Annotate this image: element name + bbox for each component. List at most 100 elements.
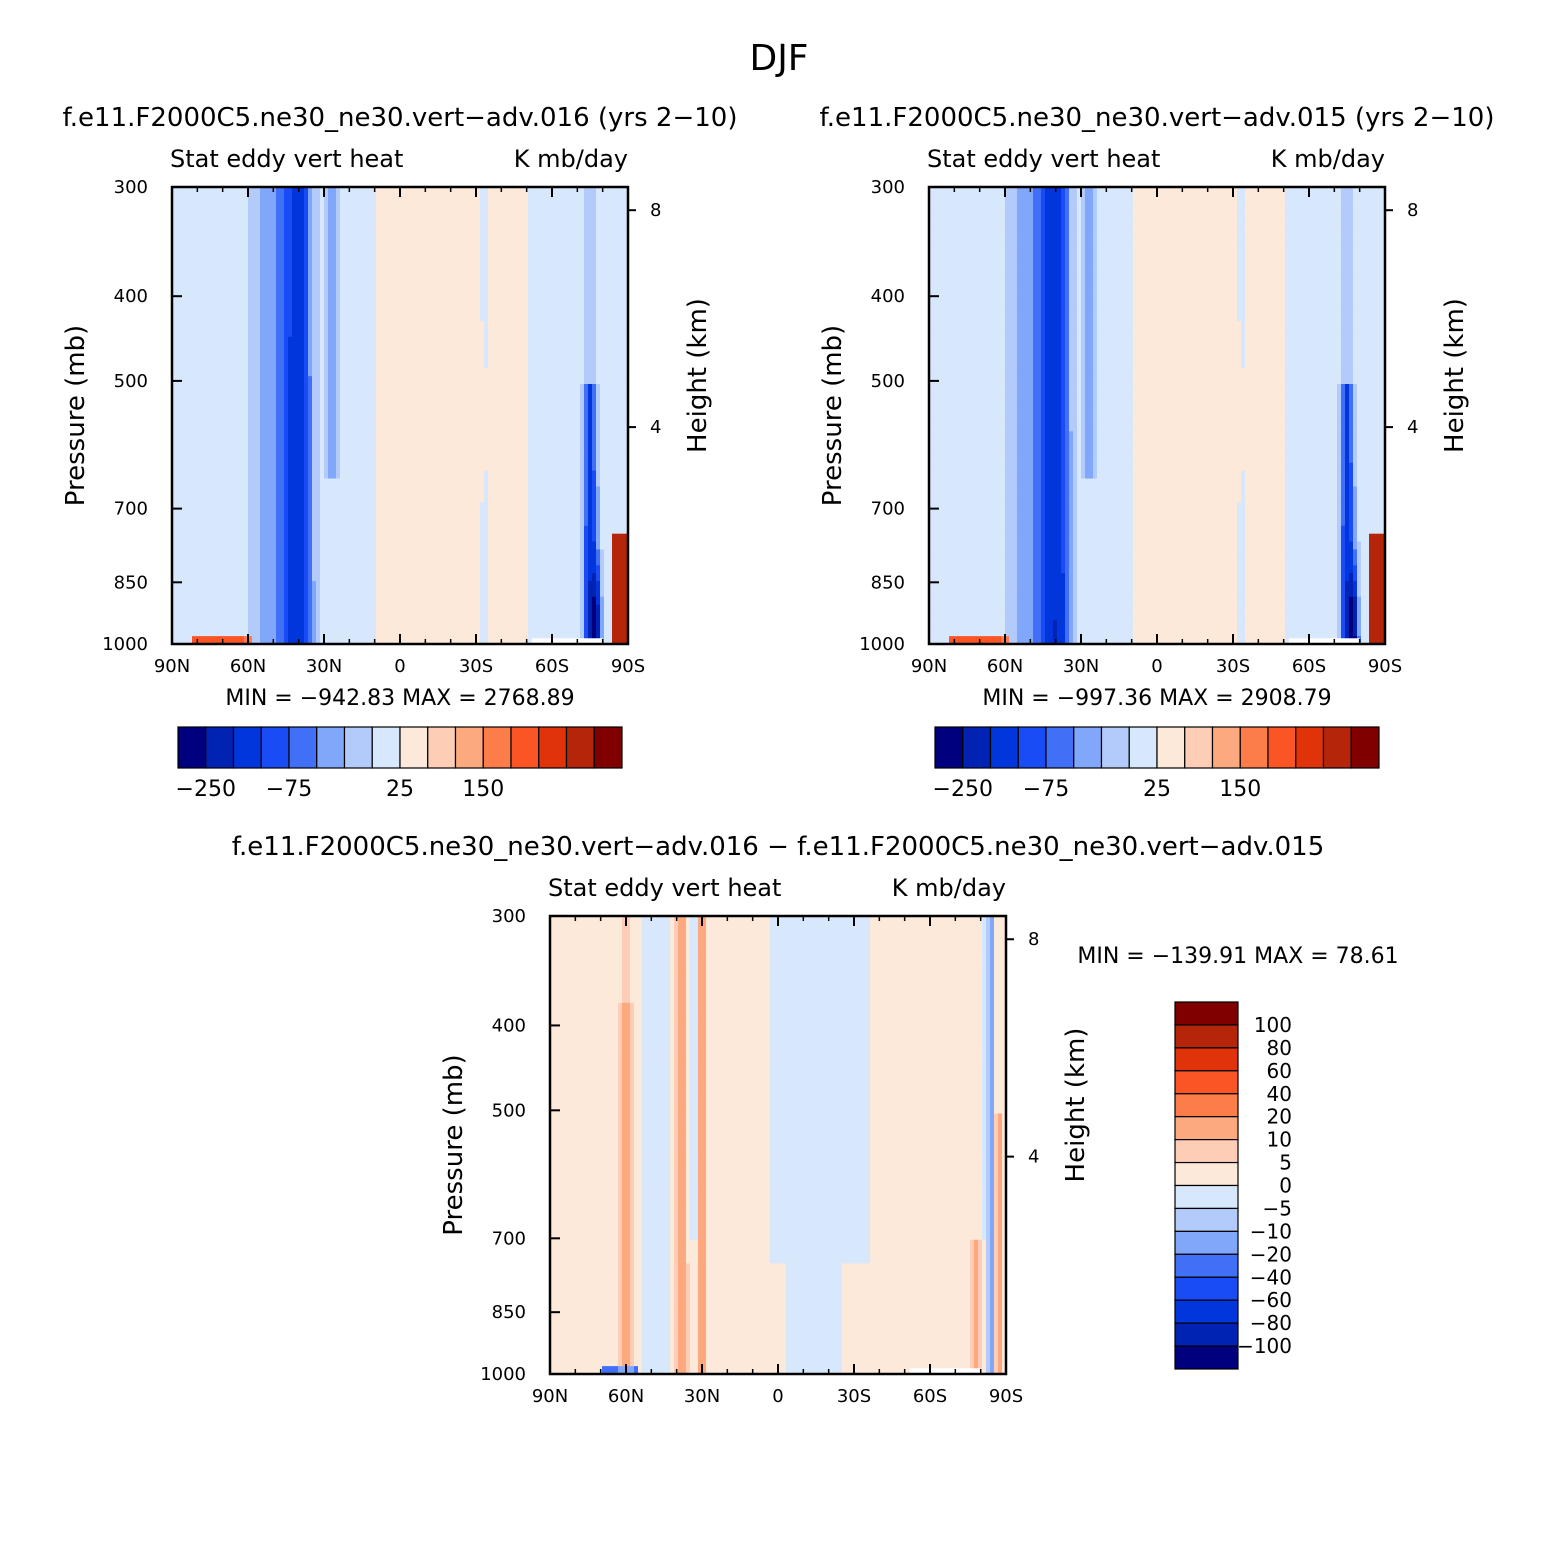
heatmap-cell [428, 573, 433, 581]
heatmap-cell [380, 195, 385, 203]
heatmap-cell [356, 486, 361, 494]
heatmap-cell [260, 321, 265, 329]
heatmap-cell [464, 479, 469, 487]
heatmap-cell [500, 502, 505, 510]
heatmap-cell [476, 455, 481, 463]
heatmap-cell [404, 565, 409, 573]
heatmap-cell [248, 400, 253, 408]
heatmap-cell [452, 479, 457, 487]
heatmap-cell [456, 352, 461, 360]
heatmap-cell [392, 384, 397, 392]
heatmap-cell [352, 234, 357, 242]
heatmap-cell [428, 305, 433, 313]
heatmap-cell [428, 628, 433, 636]
heatmap-cell [464, 360, 469, 368]
heatmap-cell [192, 620, 197, 628]
heatmap-cell [356, 549, 361, 557]
heatmap-cell [372, 447, 377, 455]
heatmap-cell [284, 612, 289, 620]
heatmap-cell [392, 581, 397, 589]
heatmap-cell [192, 250, 197, 258]
heatmap-cell [188, 542, 193, 550]
heatmap-cell [180, 250, 185, 258]
heatmap-cell [428, 494, 433, 502]
heatmap-cell [312, 471, 317, 479]
heatmap-cell [356, 518, 361, 526]
heatmap-cell [324, 589, 329, 597]
heatmap-cell [468, 297, 473, 305]
heatmap-cell [388, 463, 393, 471]
heatmap-cell [180, 368, 185, 376]
heatmap-cell [268, 431, 273, 439]
heatmap-cell [344, 360, 349, 368]
heatmap-cell [308, 203, 313, 211]
heatmap-cell [200, 282, 205, 290]
heatmap-cell [232, 542, 237, 550]
heatmap-cell [232, 376, 237, 384]
heatmap-cell [484, 203, 489, 211]
heatmap-cell [456, 211, 461, 219]
heatmap-cell [440, 289, 445, 297]
heatmap-cell [188, 581, 193, 589]
heatmap-cell [404, 337, 409, 345]
heatmap-cell [352, 345, 357, 353]
heatmap-cell [312, 486, 317, 494]
heatmap-cell [352, 597, 357, 605]
heatmap-cell [448, 502, 453, 510]
heatmap-cell [356, 321, 361, 329]
heatmap-cell [456, 258, 461, 266]
heatmap-cell [224, 581, 229, 589]
heatmap-cell [392, 297, 397, 305]
heatmap-cell [240, 518, 245, 526]
heatmap-cell [240, 526, 245, 534]
heatmap-cell [392, 542, 397, 550]
heatmap-cell [204, 557, 209, 565]
heatmap-cell [276, 329, 281, 337]
heatmap-cell [384, 219, 389, 227]
heatmap-cell [376, 242, 381, 250]
heatmap-cell [260, 447, 265, 455]
heatmap-cell [196, 384, 201, 392]
heatmap-cell [336, 455, 341, 463]
heatmap-cell [364, 439, 369, 447]
heatmap-cell [416, 289, 421, 297]
heatmap-cell [464, 549, 469, 557]
heatmap-cell [408, 384, 413, 392]
heatmap-cell [360, 392, 365, 400]
heatmap-cell [388, 589, 393, 597]
heatmap-cell [440, 329, 445, 337]
heatmap-cell [316, 542, 321, 550]
heatmap-cell [232, 234, 237, 242]
heatmap-cell [276, 392, 281, 400]
heatmap-cell [464, 463, 469, 471]
heatmap-cell [284, 431, 289, 439]
heatmap-cell [496, 494, 501, 502]
heatmap-cell [476, 203, 481, 211]
heatmap-cell [356, 439, 361, 447]
heatmap-cell [384, 203, 389, 211]
heatmap-cell [448, 274, 453, 282]
heatmap-cell [264, 581, 269, 589]
heatmap-cell [344, 518, 349, 526]
heatmap-cell [352, 203, 357, 211]
heatmap-cell [484, 534, 489, 542]
heatmap-cell [196, 195, 201, 203]
heatmap-cell [340, 479, 345, 487]
heatmap-cell [228, 313, 233, 321]
heatmap-cell [496, 392, 501, 400]
heatmap-cell [248, 321, 253, 329]
heatmap-cell [184, 581, 189, 589]
heatmap-cell [176, 360, 181, 368]
heatmap-cell [244, 376, 249, 384]
heatmap-cell [228, 526, 233, 534]
heatmap-cell [376, 345, 381, 353]
heatmap-cell [228, 597, 233, 605]
heatmap-cell [240, 463, 245, 471]
heatmap-cell [228, 455, 233, 463]
heatmap-cell [368, 400, 373, 408]
heatmap-cell [248, 612, 253, 620]
heatmap-cell [340, 471, 345, 479]
heatmap-cell [296, 455, 301, 463]
heatmap-cell [200, 502, 205, 510]
heatmap-cell [464, 250, 469, 258]
